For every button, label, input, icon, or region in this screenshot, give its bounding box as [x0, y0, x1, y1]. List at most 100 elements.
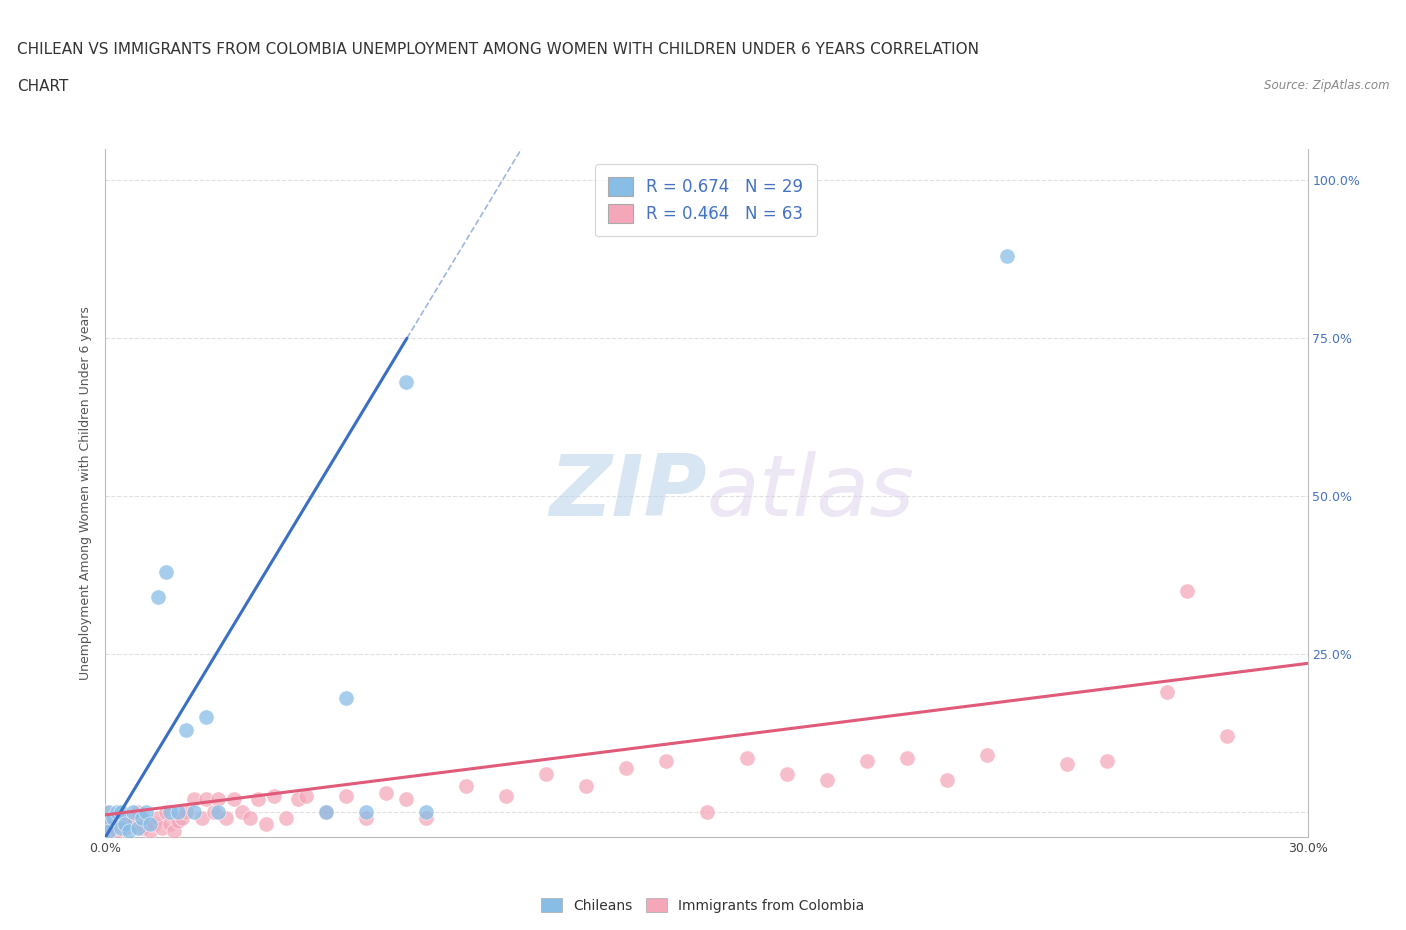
Point	[103, 817, 125, 831]
Point	[214, 811, 236, 826]
Point	[166, 814, 188, 829]
Point	[246, 791, 269, 806]
Legend: R = 0.674   N = 29, R = 0.464   N = 63: R = 0.674 N = 29, R = 0.464 N = 63	[595, 164, 817, 236]
Point	[207, 804, 229, 819]
Point	[655, 754, 678, 769]
Point	[94, 823, 117, 838]
Point	[616, 760, 638, 775]
Point	[159, 817, 181, 831]
Point	[1097, 754, 1119, 769]
Point	[103, 811, 125, 826]
Point	[107, 823, 129, 838]
Point	[166, 804, 188, 819]
Point	[110, 820, 132, 835]
Point	[118, 811, 141, 826]
Point	[1056, 757, 1078, 772]
Point	[174, 723, 197, 737]
Point	[274, 811, 297, 826]
Point	[94, 804, 117, 819]
Point	[114, 817, 136, 831]
Point	[374, 785, 398, 800]
Point	[194, 791, 217, 806]
Point	[454, 779, 477, 794]
Point	[735, 751, 758, 765]
Point	[415, 811, 437, 826]
Point	[534, 766, 557, 781]
Point	[354, 804, 377, 819]
Point	[696, 205, 718, 219]
Point	[231, 804, 253, 819]
Point	[815, 773, 838, 788]
Point	[415, 804, 437, 819]
Point	[239, 811, 262, 826]
Point	[110, 804, 132, 819]
Point	[138, 823, 160, 838]
Text: Source: ZipAtlas.com: Source: ZipAtlas.com	[1264, 79, 1389, 92]
Text: ZIP: ZIP	[548, 451, 707, 535]
Point	[776, 766, 799, 781]
Point	[118, 823, 141, 838]
Y-axis label: Unemployment Among Women with Children Under 6 years: Unemployment Among Women with Children U…	[79, 306, 93, 680]
Point	[183, 804, 205, 819]
Point	[131, 811, 153, 826]
Point	[976, 748, 998, 763]
Point	[315, 804, 337, 819]
Point	[131, 820, 153, 835]
Point	[1177, 583, 1199, 598]
Point	[122, 817, 145, 831]
Point	[135, 804, 157, 819]
Text: CHILEAN VS IMMIGRANTS FROM COLOMBIA UNEMPLOYMENT AMONG WOMEN WITH CHILDREN UNDER: CHILEAN VS IMMIGRANTS FROM COLOMBIA UNEM…	[17, 42, 979, 57]
Point	[114, 820, 136, 835]
Point	[335, 691, 357, 706]
Point	[174, 804, 197, 819]
Point	[194, 710, 217, 724]
Point	[287, 791, 309, 806]
Point	[354, 811, 377, 826]
Point	[135, 814, 157, 829]
Point	[936, 773, 959, 788]
Point	[122, 804, 145, 819]
Point	[110, 814, 132, 829]
Point	[142, 817, 165, 831]
Point	[127, 820, 149, 835]
Point	[315, 804, 337, 819]
Point	[207, 791, 229, 806]
Point	[183, 791, 205, 806]
Point	[896, 751, 918, 765]
Point	[138, 817, 160, 831]
Point	[995, 248, 1018, 263]
Point	[202, 804, 225, 819]
Text: atlas: atlas	[707, 451, 914, 535]
Point	[94, 817, 117, 831]
Point	[295, 789, 318, 804]
Point	[94, 817, 117, 831]
Legend: Chileans, Immigrants from Colombia: Chileans, Immigrants from Colombia	[536, 893, 870, 919]
Point	[98, 823, 121, 838]
Point	[1216, 728, 1239, 743]
Point	[855, 754, 877, 769]
Point	[254, 817, 277, 831]
Point	[127, 804, 149, 819]
Point	[162, 823, 184, 838]
Point	[98, 811, 121, 826]
Point	[395, 375, 418, 390]
Point	[263, 789, 285, 804]
Point	[190, 811, 212, 826]
Point	[159, 804, 181, 819]
Point	[107, 804, 129, 819]
Point	[146, 590, 169, 604]
Point	[696, 804, 718, 819]
Point	[222, 791, 245, 806]
Point	[146, 811, 169, 826]
Point	[495, 789, 517, 804]
Point	[335, 789, 357, 804]
Point	[98, 804, 121, 819]
Point	[170, 811, 193, 826]
Point	[155, 804, 177, 819]
Point	[575, 779, 598, 794]
Point	[1156, 684, 1178, 699]
Point	[155, 565, 177, 579]
Point	[150, 820, 173, 835]
Text: CHART: CHART	[17, 79, 69, 94]
Point	[395, 791, 418, 806]
